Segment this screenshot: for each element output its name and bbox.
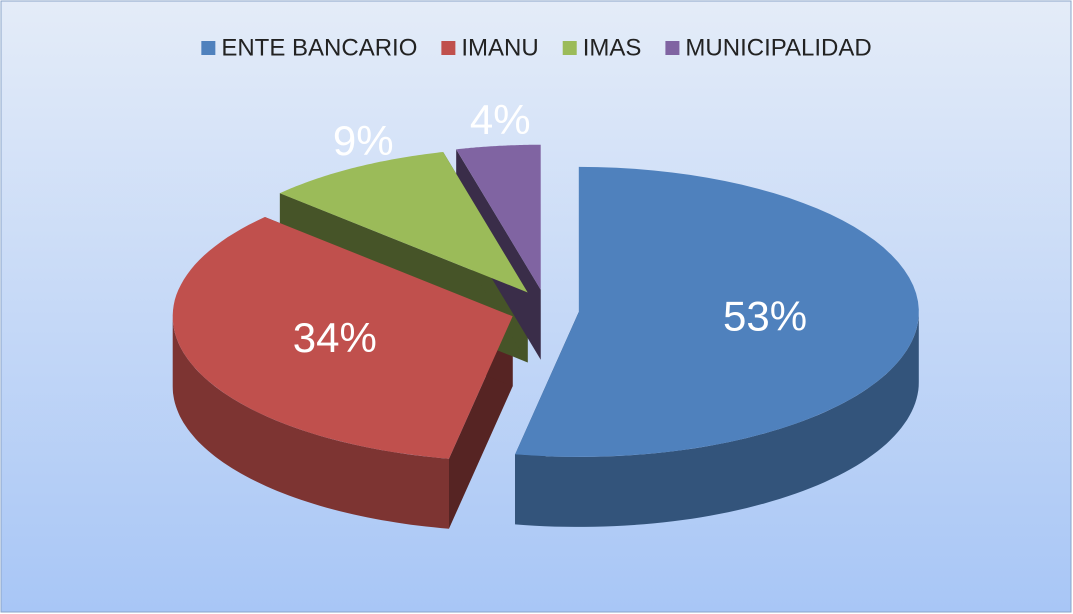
slice [279, 152, 528, 293]
data-label: 4% [470, 96, 531, 143]
legend-swatch [201, 41, 216, 55]
slice [456, 144, 541, 290]
legend: ENTE BANCARIO IMANU IMAS MUNICIPALIDAD [201, 34, 872, 61]
data-labels: 53% 34% 9% 4% [293, 96, 807, 361]
legend-label: MUNICIPALIDAD [685, 34, 871, 61]
data-label: 53% [723, 293, 807, 340]
legend-label: IMANU [461, 34, 538, 61]
legend-label: ENTE BANCARIO [221, 34, 417, 61]
legend-label: IMAS [583, 34, 642, 61]
data-label: 9% [333, 117, 394, 164]
legend-swatch [665, 41, 680, 55]
pie-tops [172, 144, 919, 459]
legend-swatch [441, 41, 456, 55]
legend-swatch [562, 41, 577, 55]
slice-wall [172, 316, 449, 529]
slice [515, 166, 919, 457]
slice-wall [515, 311, 919, 527]
data-label: 34% [293, 314, 377, 361]
slice [172, 217, 513, 459]
